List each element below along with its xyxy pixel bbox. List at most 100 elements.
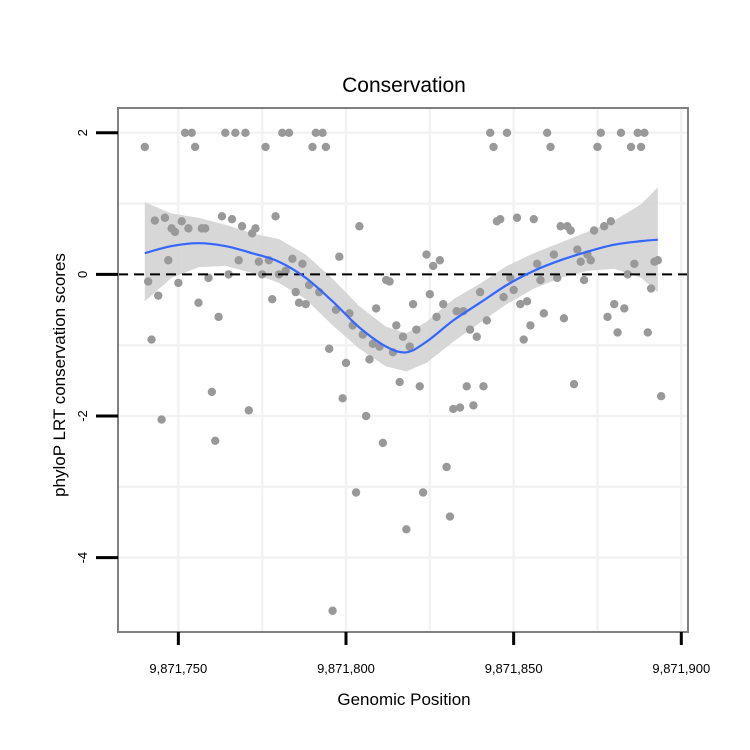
data-point [485,128,495,137]
data-point [502,128,512,137]
data-point [177,217,186,226]
x-axis-label: Genomic Position [337,690,470,709]
data-point [184,224,193,233]
y-tick-label: 2 [75,129,90,136]
data-point [646,284,656,293]
data-point [462,382,471,391]
data-point [254,257,264,266]
y-tick-label: 0 [75,271,90,278]
data-point [425,290,435,299]
data-point [465,325,475,334]
data-point [271,212,280,221]
data-point [361,411,371,421]
data-point [610,299,619,309]
data-point [217,212,227,221]
data-point [278,128,287,137]
data-point [321,142,331,152]
data-point [294,298,304,307]
data-point [224,270,233,279]
data-point [237,222,247,231]
data-point [599,222,609,231]
data-point [573,245,582,254]
data-point [291,287,300,297]
data-point [656,392,666,401]
data-point [284,128,294,137]
data-point [301,299,310,309]
data-point [569,379,579,389]
data-point [546,142,555,152]
data-point [643,328,652,337]
data-point [439,299,448,309]
data-point [157,415,166,424]
data-point [593,142,602,152]
data-point [559,314,569,323]
data-point [318,128,327,137]
data-point [506,273,515,283]
data-point [211,436,220,446]
data-point [522,297,532,306]
data-point [365,355,374,364]
data-point [371,304,381,313]
data-point [539,309,549,318]
data-point [626,142,636,152]
data-point [603,312,612,322]
x-tick-label: 9,871,800 [317,661,375,676]
data-point [516,299,525,309]
data-point [630,259,639,268]
data-point [311,128,321,137]
data-point [214,312,223,322]
data-point [435,256,445,265]
data-point [234,256,243,265]
data-point [368,339,378,348]
data-point [526,321,535,330]
data-point [268,294,277,304]
data-point [308,142,317,152]
gridlines [118,108,688,632]
data-point [475,287,485,297]
data-point [489,142,498,152]
data-point [452,307,461,316]
data-point [633,128,642,137]
data-point [412,325,421,334]
data-point [469,401,478,410]
data-point [636,142,646,152]
data-point [640,128,649,137]
data-point [174,278,183,288]
data-point [170,227,180,237]
data-point [418,488,428,497]
data-point [402,525,411,534]
data-point [556,222,565,231]
data-point [445,512,455,521]
data-point [496,214,505,224]
data-point [335,252,344,261]
data-point [341,358,351,368]
data-point [338,394,347,403]
data-point [351,488,361,497]
data-point [385,277,394,286]
data-point [422,250,431,259]
data-point [147,335,156,344]
data-point [653,256,663,265]
data-point [251,224,260,233]
data-point [512,213,522,222]
data-point [449,404,458,414]
plot-panel-border [117,107,689,633]
data-point [589,226,599,235]
data-point [187,128,196,137]
data-point [432,312,441,322]
data-point [325,344,334,353]
data-point [442,462,451,472]
data-point [455,403,465,412]
data-point [529,214,538,224]
data-point [231,128,240,137]
data-point [579,275,589,285]
data-point [536,275,545,285]
data-point [415,382,424,391]
data-point [392,321,401,330]
x-tick-label: 9,871,850 [485,661,543,676]
x-tick-label: 9,871,900 [652,661,710,676]
data-point [221,128,230,137]
chart-title: Conservation [342,74,466,97]
data-point [482,316,492,325]
data-point [596,128,606,137]
